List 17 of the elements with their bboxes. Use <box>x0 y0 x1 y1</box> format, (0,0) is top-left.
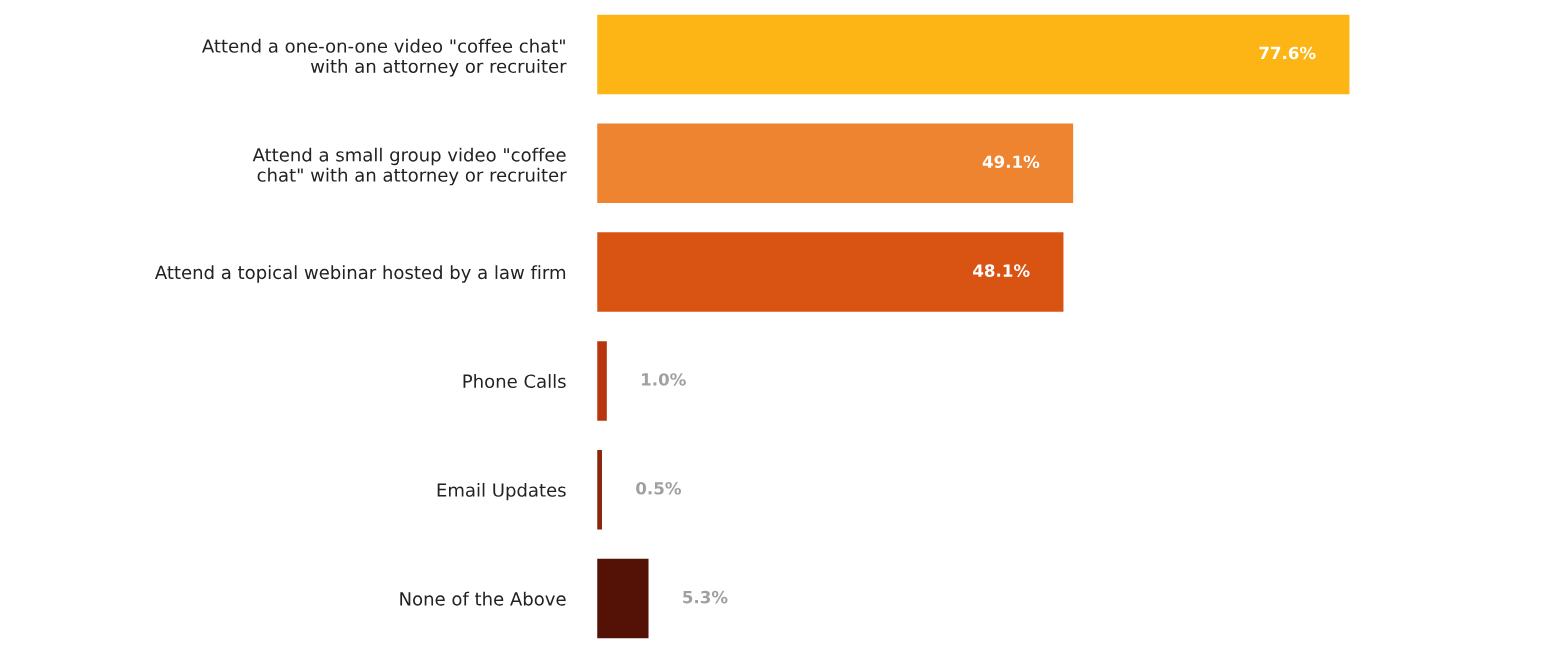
bar <box>597 558 649 639</box>
bar <box>597 341 607 421</box>
data-label: 48.1% <box>973 264 1030 277</box>
data-label: 1.0% <box>642 373 686 386</box>
data-label: 77.6% <box>1259 46 1316 60</box>
bar <box>597 14 1350 95</box>
y-tick-label: Email Updates <box>437 482 566 501</box>
data-label: 0.5% <box>636 481 682 495</box>
bar <box>597 232 1064 312</box>
y-tick-label: Attend a small group video "coffee chat" with an attorney or recruiter <box>252 147 567 186</box>
bar <box>597 123 1074 203</box>
y-tick-label: Attend a topical webinar hosted by a law firm <box>154 265 566 283</box>
y-tick-label: None of the Above <box>400 591 566 606</box>
data-label: 49.1% <box>982 155 1040 169</box>
y-tick-label: Phone Calls <box>463 374 566 389</box>
data-label: 5.3% <box>683 590 728 604</box>
y-tick-label: Attend a one-on-one video "coffee chat" with an attorney or recruiter <box>202 38 567 77</box>
